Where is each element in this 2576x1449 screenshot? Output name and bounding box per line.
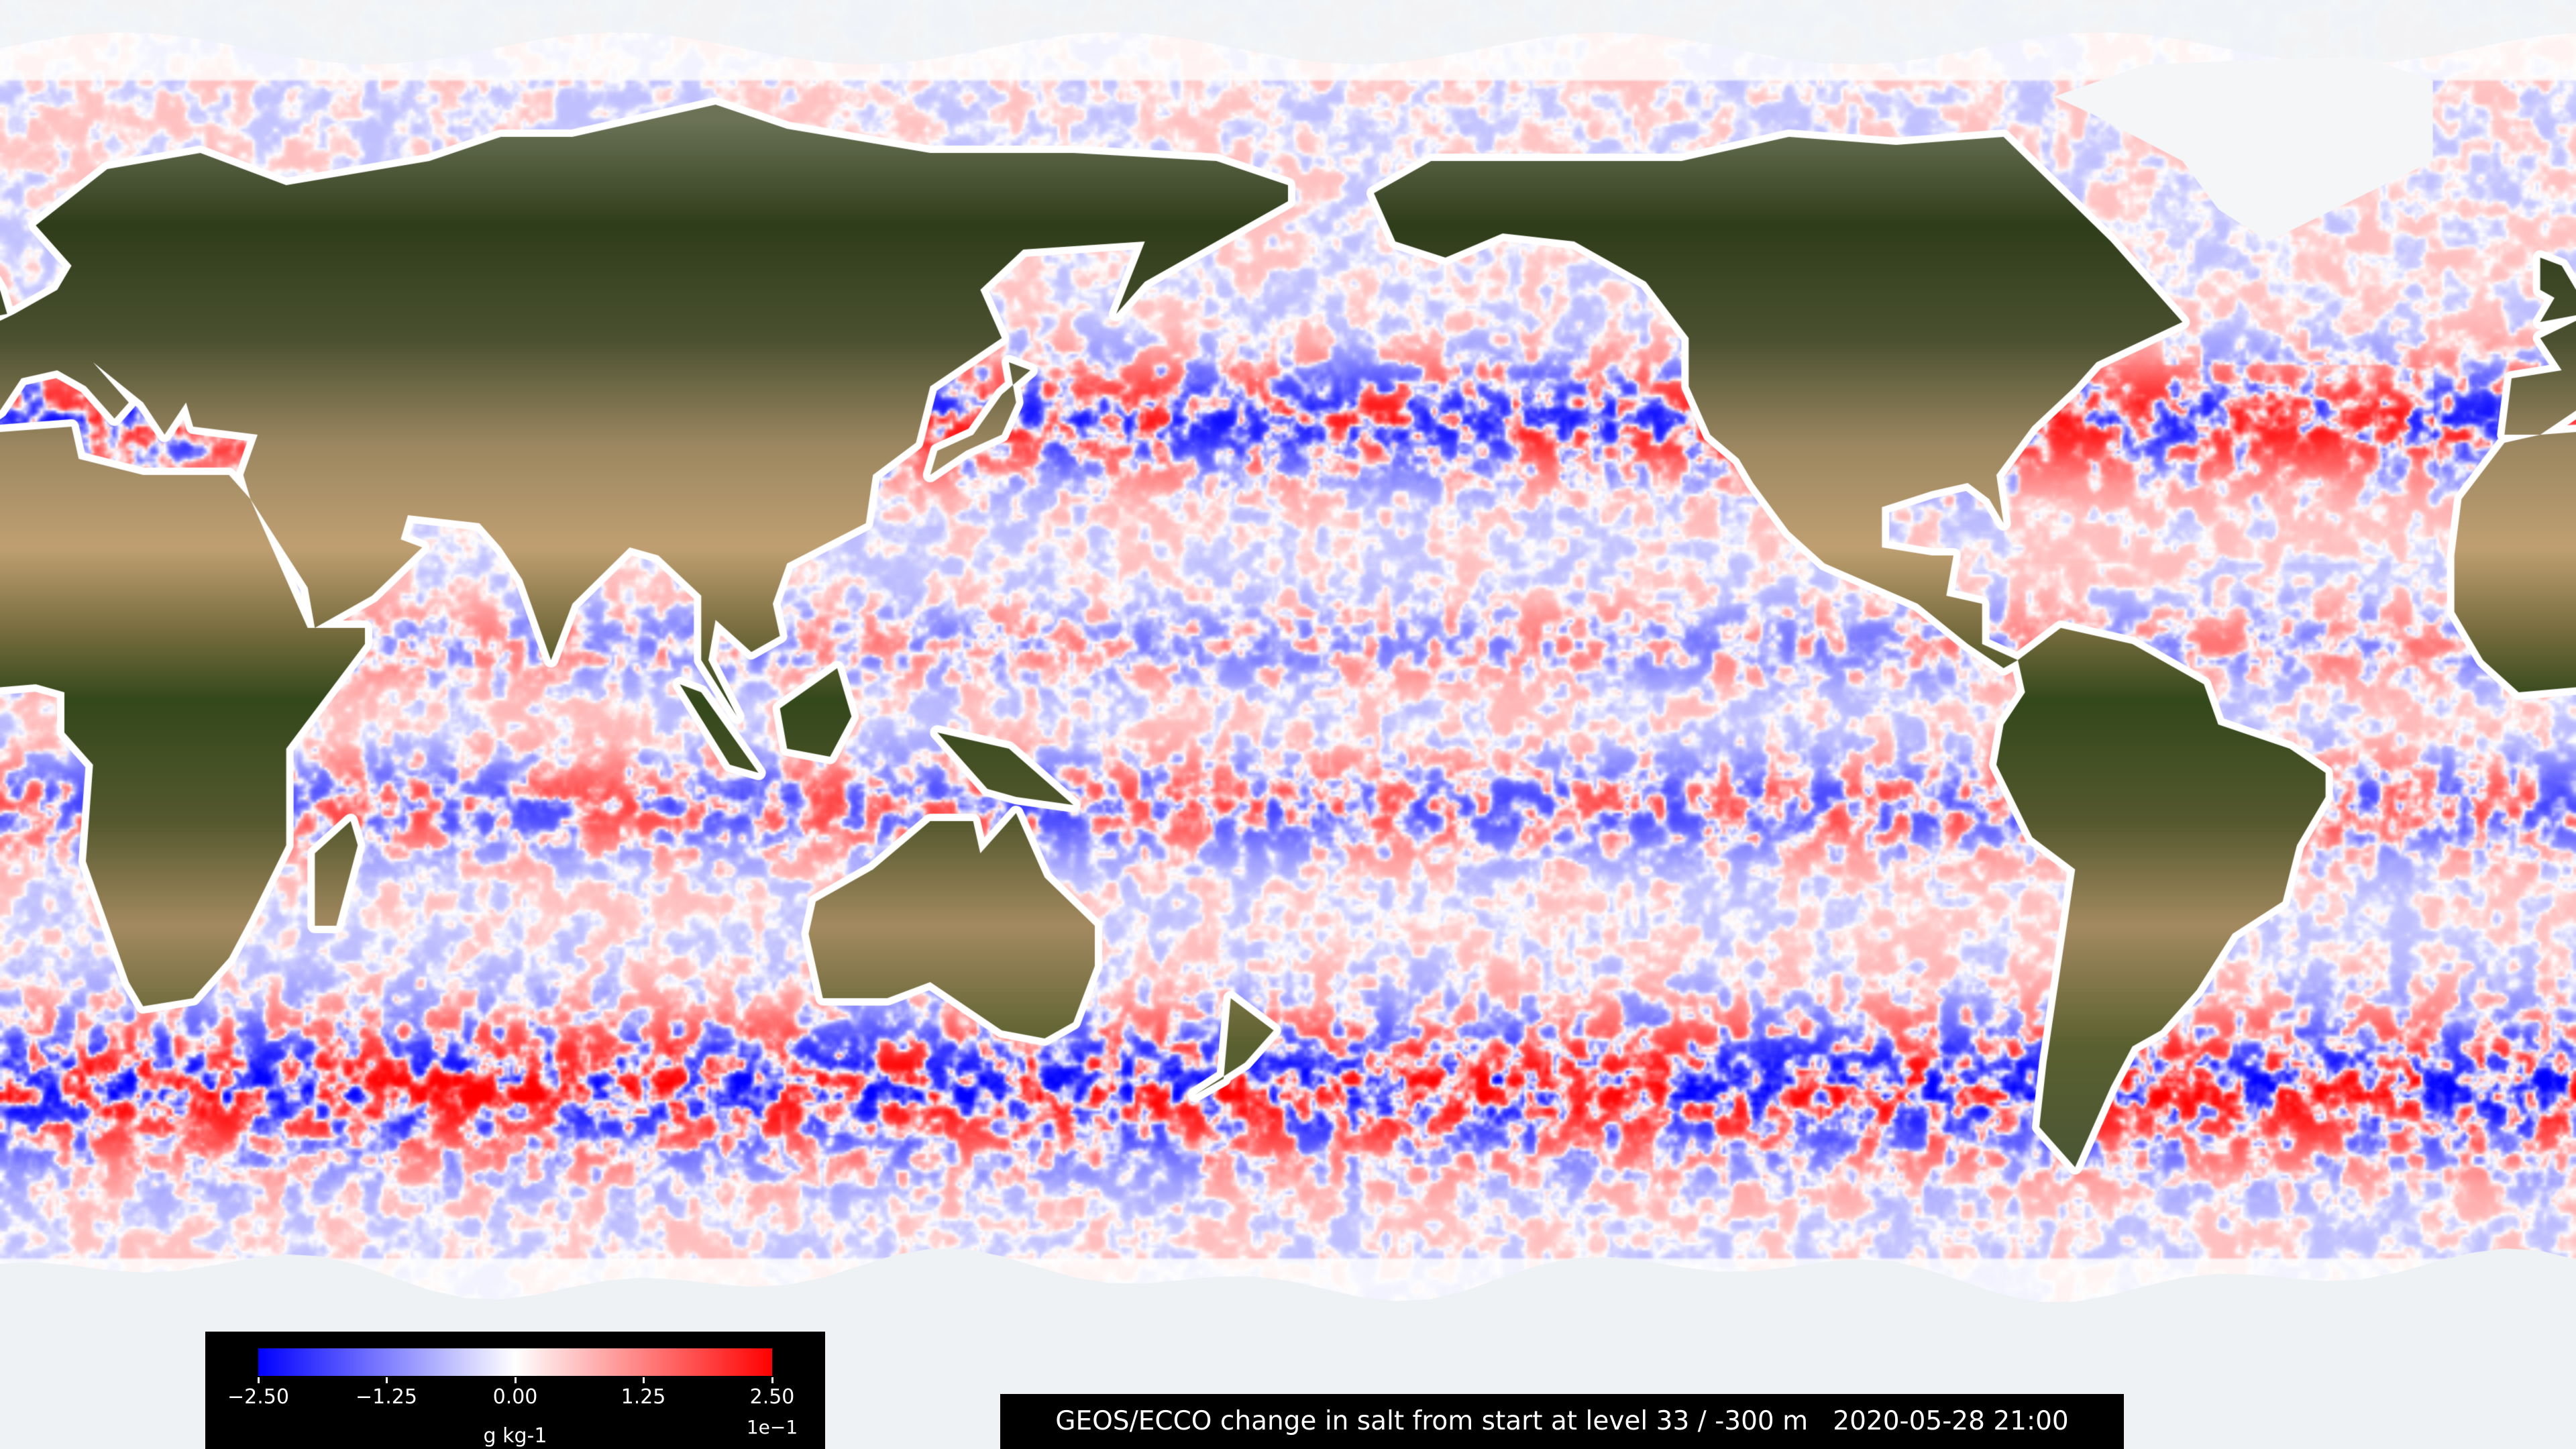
colorbar-tick (386, 1377, 388, 1383)
colorbar-tick (258, 1377, 260, 1383)
colorbar-unit: g kg-1 (483, 1424, 547, 1448)
colorbar-tick-label: 2.50 (749, 1385, 795, 1409)
colorbar-tick-label: −2.50 (227, 1385, 289, 1409)
colorbar-tick (771, 1377, 773, 1383)
colorbar-tick-label: −1.25 (356, 1385, 417, 1409)
colorbar-tick-label: 1.25 (621, 1385, 666, 1409)
colorbar-multiplier: 1e−1 (746, 1416, 798, 1438)
colorbar-gradient (258, 1348, 772, 1376)
map-title: GEOS/ECCO change in salt from start at l… (1000, 1394, 2124, 1449)
colorbar-panel: −2.50 −1.25 0.00 1.25 2.50 1e−1 g kg-1 (205, 1332, 825, 1449)
colorbar-tick (515, 1377, 517, 1383)
colorbar-tick (643, 1377, 645, 1383)
colorbar-tick-label: 0.00 (492, 1385, 538, 1409)
